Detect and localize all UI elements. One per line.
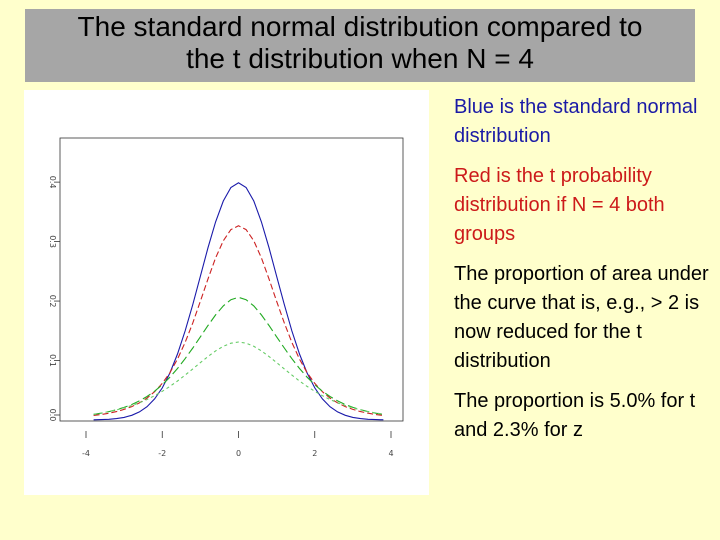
slide-title-line-1: The standard normal distribution compare… xyxy=(77,11,643,42)
x-axis: -4 -2 0 2 4 xyxy=(82,431,394,458)
curves xyxy=(93,182,384,421)
series-line-2 xyxy=(93,296,384,415)
y-tick-label: 0.0 xyxy=(48,409,57,422)
x-tick-label: 4 xyxy=(388,449,393,458)
plot-box xyxy=(59,137,404,422)
slide-title: The standard normal distribution compare… xyxy=(25,9,695,82)
y-tick-label: 0.3 xyxy=(48,235,57,248)
bullet-blue-normal: Blue is the standard normal distribution xyxy=(454,96,698,147)
series-line-3 xyxy=(93,341,384,415)
x-tick-label: 2 xyxy=(312,449,317,458)
bullet-proportion: The proportion is 5.0% for t and 2.3% fo… xyxy=(454,390,696,441)
x-tick-label: -2 xyxy=(158,449,166,458)
series-line-0 xyxy=(93,182,384,421)
bullet-red-t: Red is the t probability distribution if… xyxy=(454,165,665,245)
density-chart: -4 -2 0 2 4 0.0 0.1 0.2 0.3 0.4 xyxy=(48,137,404,458)
series-line-1 xyxy=(93,225,384,417)
y-tick-label: 0.4 xyxy=(48,176,57,189)
explanation-text: Blue is the standard normal distribution… xyxy=(454,93,716,456)
y-tick-label: 0.1 xyxy=(48,354,57,367)
x-tick-label: 0 xyxy=(236,449,241,458)
slide-title-line-2: the t distribution when N = 4 xyxy=(186,43,534,74)
bullet-area: The proportion of area under the curve t… xyxy=(454,263,709,372)
y-axis: 0.0 0.1 0.2 0.3 0.4 xyxy=(48,176,60,422)
y-tick-label: 0.2 xyxy=(48,295,57,308)
density-plot-panel: -4 -2 0 2 4 0.0 0.1 0.2 0.3 0.4 xyxy=(24,90,429,495)
x-tick-label: -4 xyxy=(82,449,90,458)
